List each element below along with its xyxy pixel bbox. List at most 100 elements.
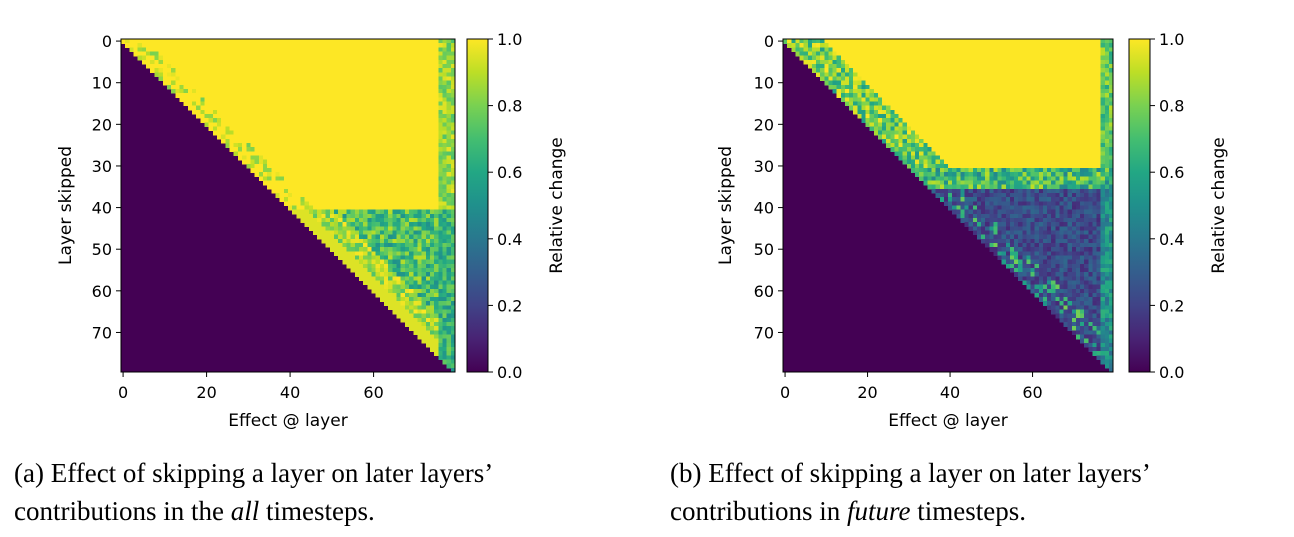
heatmap-cell [346,188,352,194]
heatmap-cell [409,151,414,157]
heatmap-cell [325,80,331,86]
heatmap-cell [877,47,883,53]
heatmap-cell [948,68,953,73]
heatmap-cell [208,126,214,132]
heatmap-cell [367,234,373,240]
heatmap-cell [820,63,825,69]
heatmap-cell [375,51,381,57]
heatmap-cell [125,39,130,44]
heatmap-cell [400,247,406,252]
heatmap-cell [367,284,373,290]
heatmap-cell [358,76,364,82]
heatmap-cell [956,97,961,103]
heatmap-cell [849,80,854,86]
heatmap-cell [404,97,410,103]
heatmap-cell [350,80,356,86]
heatmap-cell [442,209,448,215]
heatmap-cell [429,347,435,352]
heatmap-cell [254,126,260,132]
heatmap-cell [976,68,982,73]
heatmap-cell [882,93,887,98]
heatmap-cell [338,113,343,119]
heatmap-cell [354,226,360,232]
heatmap-cell [438,105,444,111]
heatmap-cell [279,193,285,198]
heatmap-cell [824,68,829,73]
heatmap-cell [421,292,427,298]
heatmap-cell [861,101,867,107]
heatmap-cell [371,168,377,173]
heatmap-cell [308,105,314,111]
heatmap-cell [1080,63,1085,69]
heatmap-cell [146,59,151,65]
heatmap-cell [358,39,364,44]
heatmap-cell [367,242,373,248]
heatmap-cell [450,351,456,356]
heatmap-cell [304,172,310,177]
heatmap-cell [434,297,439,302]
heatmap-cell [434,338,439,344]
heatmap-cell [836,39,842,44]
heatmap-cell [438,101,444,107]
heatmap-cell [321,234,327,240]
heatmap-cell [258,63,264,69]
heatmap-cell [279,97,285,103]
heatmap-cell [882,59,887,65]
heatmap-cell [367,168,373,173]
heatmap-cell [438,43,444,48]
heatmap-cell [1108,68,1114,73]
heatmap-cell [409,101,414,107]
heatmap-cell [300,72,306,78]
heatmap-cell [384,188,389,194]
heatmap-cell [275,138,281,144]
heatmap-cell [1108,134,1114,140]
heatmap-cell [388,147,393,152]
heatmap-cell [275,188,281,194]
heatmap-cell [450,126,456,132]
heatmap-cell [154,43,160,48]
heatmap-cell [931,55,937,61]
heatmap-cell [417,222,423,227]
heatmap-cell [849,72,854,78]
heatmap-cell [384,222,389,227]
heatmap-cell [321,143,327,148]
heatmap-cell [317,172,322,177]
heatmap-cell [434,217,439,223]
heatmap-cell [354,255,360,261]
heatmap-cell [968,51,974,57]
heatmap-cell [329,39,335,44]
heatmap-cell [1067,39,1073,44]
heatmap-cell [237,63,243,69]
heatmap-cell [438,230,444,236]
heatmap-cell [438,188,444,194]
heatmap-cell [923,109,928,115]
heatmap-cell [388,305,393,311]
heatmap-cell [191,80,197,86]
heatmap-cell [183,101,189,107]
heatmap-cell [279,151,285,157]
heatmap-cell [379,72,385,78]
heatmap-cell [438,109,444,115]
heatmap-cell [338,47,343,53]
heatmap-cell [409,184,414,190]
heatmap-cell [836,68,842,73]
heatmap-cell [384,84,389,90]
heatmap-cell [137,47,143,53]
heatmap-cell [906,134,912,140]
heatmap-cell [363,68,368,73]
heatmap-cell [388,238,393,244]
heatmap-cell [346,163,352,169]
heatmap-cell [1014,76,1019,82]
heatmap-cell [1096,63,1102,69]
heatmap-cell [421,93,427,98]
heatmap-cell [425,147,431,152]
heatmap-cell [1108,88,1114,94]
heatmap-cell [367,217,373,223]
heatmap-cell [304,97,310,103]
heatmap-cell [233,122,239,128]
heatmap-cell [300,209,306,215]
heatmap-cell [409,259,414,265]
heatmap-cell [262,168,268,173]
heatmap-cell [902,143,908,148]
heatmap-cell [375,47,381,53]
